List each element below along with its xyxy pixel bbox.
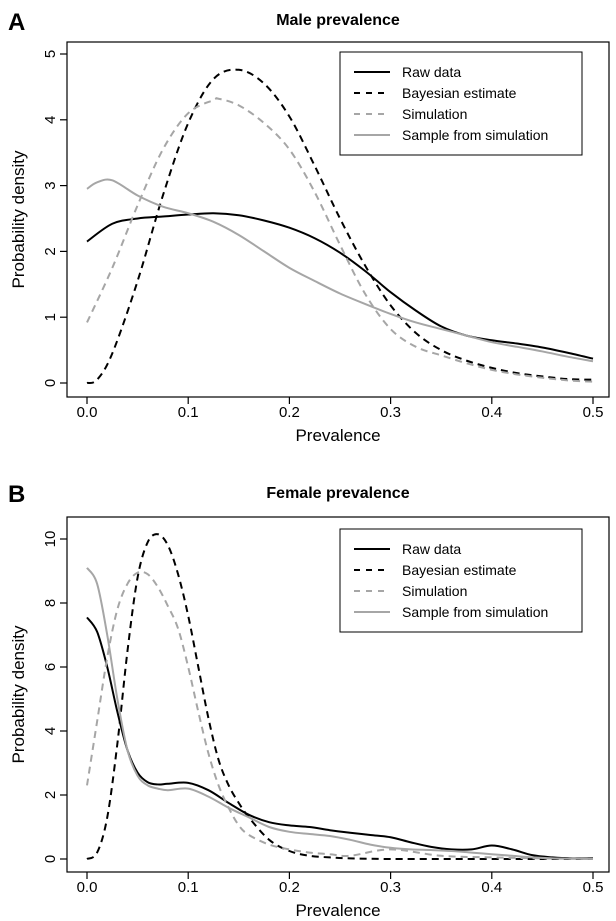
chart-title: Female prevalence (266, 485, 409, 502)
legend-label: Raw data (402, 541, 461, 557)
x-axis-label: Prevalence (295, 426, 380, 445)
series-line-simulation (86, 97, 594, 383)
y-tick-label: 3 (42, 181, 59, 189)
y-axis-label: Probability density (9, 625, 28, 763)
y-tick-label: 1 (42, 313, 59, 321)
series-line-bayesian-estimate (86, 68, 594, 385)
panel-b: B Female prevalence 0.0 0.1 0.2 0.3 0.4 0.5 0 2 4 6… (8, 481, 610, 920)
y-tick-label: 0 (42, 379, 59, 387)
panel-a: A Male prevalence 0.0 0.1 0.2 0.3 0.4 0.5 0 1 2 3 4 5… (8, 9, 610, 445)
x-tick-label: 0.2 (279, 404, 300, 421)
legend-label: Bayesian estimate (402, 562, 517, 578)
y-tick-label: 8 (42, 599, 59, 607)
y-tick-label: 6 (42, 663, 59, 671)
y-tick-label: 2 (42, 247, 59, 255)
legend-box (339, 528, 583, 633)
x-tick-label: 0.0 (77, 879, 98, 896)
x-tick-label: 0.5 (583, 404, 604, 421)
series-line-sample-from-simulation (86, 178, 594, 363)
series-line-bayesian-estimate (86, 533, 593, 861)
y-tick-label: 0 (42, 855, 59, 863)
series-line-simulation (86, 570, 594, 860)
series-line-raw-data (86, 212, 594, 360)
y-axis-label: Probability density (9, 150, 28, 288)
x-tick-label: 0.4 (481, 404, 502, 421)
y-tick-label: 2 (42, 791, 59, 799)
legend-label: Sample from simulation (402, 604, 548, 620)
x-axis-label: Prevalence (295, 901, 380, 920)
series-line-sample-from-simulation (86, 567, 594, 860)
legend-label: Simulation (402, 106, 467, 122)
plot-frame (66, 41, 610, 398)
legend-label: Bayesian estimate (402, 85, 517, 101)
panel-letter: B (8, 481, 25, 508)
legend-label: Sample from simulation (402, 127, 548, 143)
y-tick-label: 5 (42, 50, 59, 58)
x-tick-label: 0.3 (380, 404, 401, 421)
y-tick-label: 10 (42, 531, 59, 548)
y-tick-label: 4 (42, 727, 59, 735)
x-tick-label: 0.5 (583, 879, 604, 896)
plot-frame (66, 516, 610, 873)
series-line-raw-data (86, 616, 594, 860)
legend-label: Simulation (402, 583, 467, 599)
panel-letter: A (8, 9, 25, 36)
x-tick-label: 0.4 (481, 879, 502, 896)
legend: Raw data Bayesian estimate Simulation Sampl… (339, 528, 583, 633)
x-tick-label: 0.1 (178, 879, 199, 896)
y-tick-label: 4 (42, 116, 59, 124)
chart-title: Male prevalence (276, 12, 400, 29)
x-tick-label: 0.0 (77, 404, 98, 421)
x-tick-label: 0.3 (380, 879, 401, 896)
legend: Raw data Bayesian estimate Simulation Sampl… (339, 51, 583, 156)
legend-box (339, 51, 583, 156)
x-tick-label: 0.1 (178, 404, 199, 421)
x-tick-label: 0.2 (279, 879, 300, 896)
legend-label: Raw data (402, 64, 461, 80)
